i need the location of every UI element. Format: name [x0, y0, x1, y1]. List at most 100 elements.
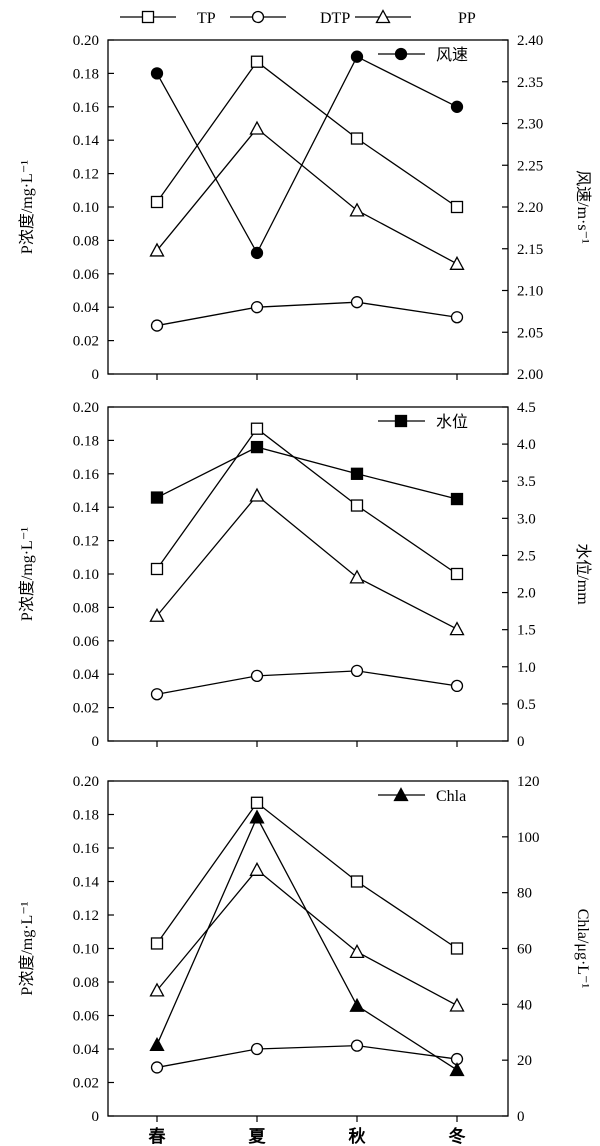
left-tick-label: 0.10	[73, 942, 99, 958]
left-axis-title: P浓度/mg·L⁻¹	[18, 160, 36, 254]
right-tick-label: 2.10	[517, 284, 543, 300]
left-tick-label: 0	[92, 367, 100, 383]
right-tick-label: 2.05	[517, 325, 543, 341]
left-tick-label: 0	[92, 734, 100, 750]
left-tick-label: 0.18	[73, 433, 99, 449]
point-dtp	[150, 688, 164, 701]
left-axis-title: P浓度/mg·L⁻¹	[18, 527, 36, 621]
legend-label-secondary: Chla	[436, 788, 466, 805]
x-category-label: 冬	[449, 1126, 466, 1146]
point-tp	[450, 942, 464, 955]
point-tp	[150, 195, 164, 209]
point-pp	[449, 621, 465, 636]
series-line-pp	[156, 127, 458, 265]
point-pp	[249, 120, 265, 135]
right-tick-label: 2.40	[517, 33, 543, 49]
legend-label-tp: TP	[197, 10, 216, 27]
plot-frame	[107, 406, 509, 742]
point-dtp	[350, 296, 364, 309]
legend-label-secondary: 水位	[436, 413, 468, 431]
x-category-label: 夏	[249, 1127, 267, 1146]
point-tp	[350, 875, 364, 888]
right-tick-label: 2.35	[517, 75, 543, 91]
right-axis-title: 风速/m·s⁻¹	[574, 170, 592, 244]
point-pp	[149, 242, 165, 257]
series-line-tp	[156, 427, 458, 575]
left-axis-title: P浓度/mg·L⁻¹	[18, 901, 36, 995]
right-tick-label: 120	[517, 774, 540, 790]
point-tp	[250, 55, 264, 68]
left-tick-label: 0.14	[73, 500, 100, 516]
panel-1: 0 0.02 0.04 0.06 0.08 0.10 0.12 0.14 0.16 0.18 0.2…	[18, 33, 592, 383]
point-pp	[149, 607, 165, 622]
series-line-secondary	[156, 55, 458, 255]
series-line-dtp	[156, 301, 458, 327]
point-pp	[149, 982, 165, 997]
point-dtp	[350, 1039, 364, 1052]
point-secondary	[450, 100, 464, 113]
point-secondary	[149, 1036, 165, 1051]
left-tick-label: 0.10	[73, 200, 99, 216]
point-dtp	[250, 669, 264, 683]
right-tick-label: 3.0	[517, 511, 536, 527]
series-line-dtp	[156, 1044, 458, 1069]
left-tick-label: 0.12	[73, 167, 99, 183]
legend-marker-dtp	[251, 10, 265, 24]
left-tick-label: 0	[92, 1109, 100, 1125]
right-axis-title: 水位/mm	[574, 543, 592, 605]
point-dtp	[250, 1042, 264, 1056]
point-secondary	[349, 997, 365, 1012]
left-tick-label: 0.16	[73, 841, 100, 857]
right-tick-label: 2.25	[517, 158, 543, 174]
point-secondary	[150, 491, 164, 504]
left-tick-label: 0.20	[73, 400, 99, 416]
point-pp	[249, 861, 265, 876]
point-pp	[349, 569, 365, 584]
left-tick-label: 0.12	[73, 908, 99, 924]
right-tick-label: 1.5	[517, 623, 536, 639]
right-tick-label: 2.30	[517, 117, 543, 133]
point-dtp	[150, 319, 164, 332]
point-pp	[249, 487, 265, 502]
point-secondary	[250, 246, 264, 260]
panel-2: 0 0.02 0.04 0.06 0.08 0.10 0.12 0.14 0.16 0.18 0.2…	[18, 400, 592, 750]
point-pp	[349, 202, 365, 217]
point-dtp	[450, 679, 464, 693]
series-line-pp	[156, 868, 458, 1007]
point-tp	[450, 200, 464, 214]
left-tick-label: 0.02	[73, 334, 99, 350]
left-tick-label: 0.04	[73, 667, 100, 683]
legend-label-secondary: 风速	[436, 46, 468, 64]
legend-label-dtp: DTP	[320, 10, 350, 27]
right-tick-label: 4.0	[517, 437, 536, 453]
series-line-secondary	[156, 815, 458, 1071]
point-dtp	[450, 311, 464, 324]
point-dtp	[350, 664, 364, 678]
left-tick-label: 0.08	[73, 975, 99, 991]
right-tick-label: 0	[517, 1109, 525, 1125]
left-tick-label: 0.06	[73, 267, 100, 283]
right-tick-label: 2.00	[517, 367, 543, 383]
right-tick-label: 2.15	[517, 242, 543, 258]
left-tick-label: 0.20	[73, 33, 99, 49]
chart-panels: 0 0.02 0.04 0.06 0.08 0.10 0.12 0.14 0.16 0.18 0.2…	[18, 33, 592, 1146]
left-tick-label: 0.18	[73, 66, 99, 82]
point-tp	[250, 422, 264, 435]
point-secondary	[249, 809, 265, 824]
legend-marker-pp	[375, 9, 391, 24]
left-tick-label: 0.10	[73, 567, 99, 583]
legend-label-pp: PP	[458, 10, 476, 27]
point-secondary	[449, 1062, 465, 1077]
right-tick-label: 100	[517, 830, 540, 846]
left-tick-label: 0.08	[73, 233, 99, 249]
left-tick-label: 0.06	[73, 634, 100, 650]
point-tp	[250, 796, 264, 809]
legend-marker-tp	[141, 10, 155, 24]
left-tick-label: 0.14	[73, 875, 100, 891]
left-tick-label: 0.08	[73, 600, 99, 616]
right-tick-label: 3.5	[517, 474, 536, 490]
right-tick-label: 2.0	[517, 586, 536, 602]
point-secondary	[150, 67, 164, 80]
left-tick-label: 0.06	[73, 1009, 100, 1025]
